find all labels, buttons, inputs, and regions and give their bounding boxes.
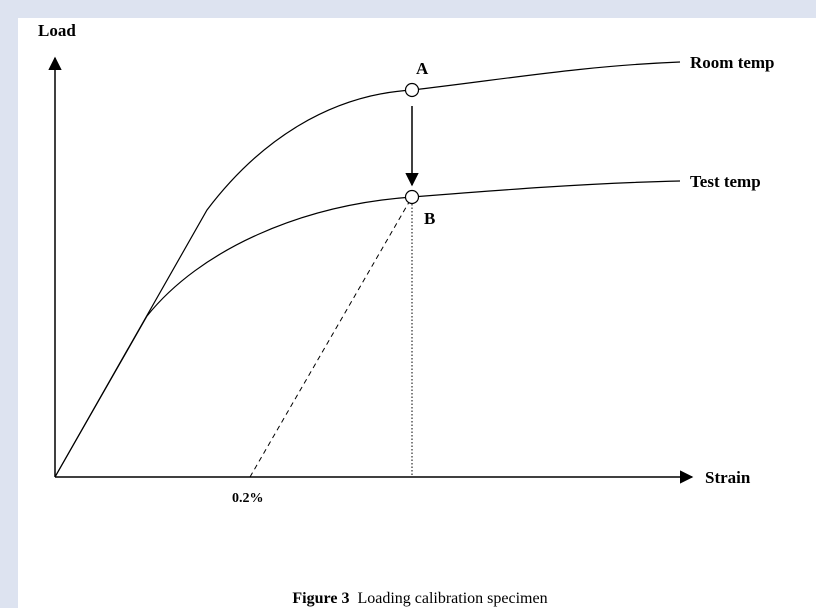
offset-label: 0.2% (232, 491, 264, 506)
point-label: A (416, 59, 429, 78)
caption-text: Loading calibration specimen (357, 590, 547, 607)
point-b (404, 189, 420, 205)
y-axis-label: Load (38, 21, 76, 40)
caption: Figure 3 Loading calibration specimen (292, 590, 547, 607)
point-a (404, 82, 420, 98)
x-axis-label: Strain (705, 468, 751, 487)
curve-label: Room temp (690, 53, 775, 72)
point-label: B (424, 209, 435, 228)
figure-background (18, 18, 816, 608)
caption-number: Figure 3 (292, 590, 349, 607)
curve-label: Test temp (690, 172, 761, 191)
